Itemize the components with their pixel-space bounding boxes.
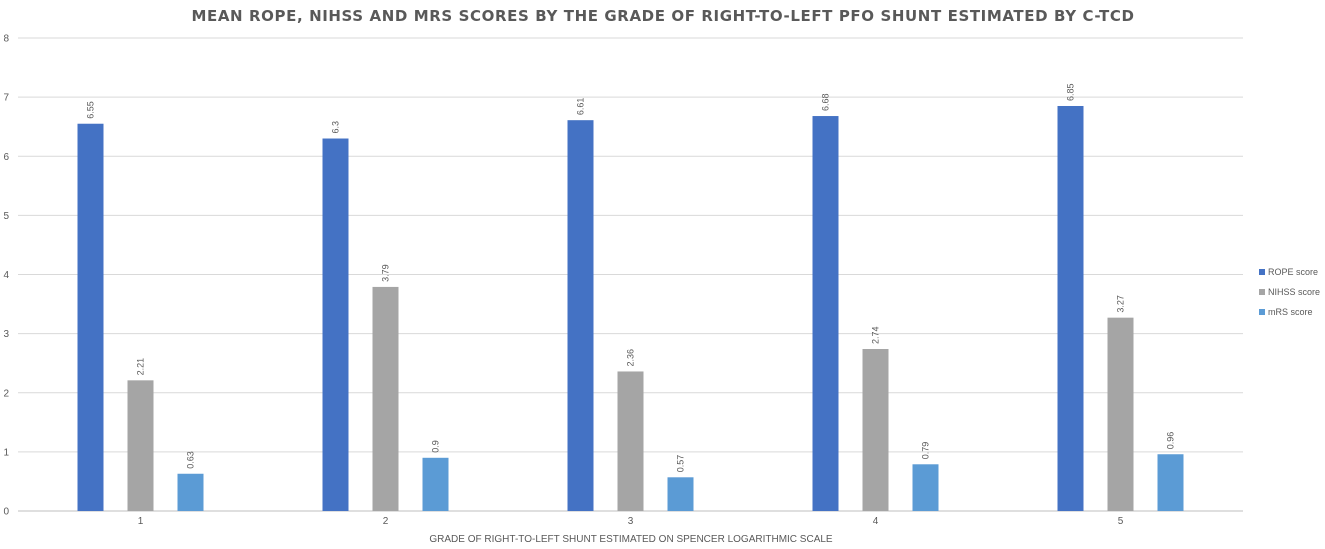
- data-label: 6.68: [821, 94, 831, 112]
- data-label: 6.61: [576, 98, 586, 116]
- y-tick-label: 8: [3, 34, 9, 45]
- legend-swatch: [1259, 289, 1265, 295]
- bar: [372, 286, 399, 511]
- bar: [912, 464, 939, 511]
- bar: [812, 116, 839, 512]
- x-tick-label: 3: [628, 516, 634, 527]
- y-tick-label: 2: [3, 388, 9, 399]
- bar: [1107, 317, 1134, 511]
- x-tick-label: 4: [873, 516, 879, 527]
- data-label: 2.21: [136, 358, 146, 376]
- data-label: 0.79: [921, 442, 931, 460]
- data-label: 0.9: [431, 440, 441, 453]
- bar: [77, 123, 104, 511]
- y-tick-label: 4: [3, 270, 9, 281]
- data-label: 0.57: [676, 455, 686, 473]
- x-tick-label: 1: [138, 516, 144, 527]
- legend-swatch: [1259, 269, 1265, 275]
- bar: [567, 120, 594, 511]
- legend-label: ROPE score: [1268, 267, 1318, 277]
- legend-label: mRS score: [1268, 307, 1313, 317]
- bar: [127, 380, 154, 511]
- y-axis: 0 1 2 3 4 5 6 7 8: [3, 34, 9, 518]
- x-tick-label: 2: [383, 516, 389, 527]
- x-axis: 1 2 3 4 5: [138, 516, 1124, 527]
- y-tick-label: 6: [3, 152, 9, 163]
- data-label: 6.3: [331, 121, 341, 134]
- y-tick-label: 5: [3, 211, 9, 222]
- data-label: 6.55: [86, 101, 96, 119]
- y-tick-label: 7: [3, 93, 9, 104]
- bar: [177, 473, 204, 511]
- bar: [422, 457, 449, 511]
- x-tick-label: 5: [1118, 516, 1124, 527]
- data-label: 3.79: [381, 264, 391, 282]
- bar: [617, 371, 644, 511]
- legend-label: NIHSS score: [1268, 287, 1320, 297]
- data-label: 3.27: [1116, 295, 1126, 313]
- bar: [322, 138, 349, 511]
- bar: [667, 477, 694, 511]
- y-tick-label: 1: [3, 447, 9, 458]
- x-axis-label: GRADE OF RIGHT-TO-LEFT SHUNT ESTIMATED O…: [429, 534, 833, 545]
- bars: [77, 105, 1184, 512]
- gridlines: [18, 37, 1243, 512]
- legend-swatch: [1259, 309, 1265, 315]
- data-labels: 6.55 2.21 0.63 6.3 3.79 0.9 6.61 2.36 0.57 6.68 2.…: [86, 83, 1176, 472]
- bar: [1157, 454, 1184, 511]
- data-label: 0.96: [1166, 432, 1176, 450]
- y-tick-label: 3: [3, 329, 9, 340]
- data-label: 2.36: [626, 349, 636, 367]
- y-tick-label: 0: [3, 507, 9, 518]
- data-label: 6.85: [1066, 83, 1076, 101]
- bar: [1057, 105, 1084, 512]
- data-label: 2.74: [871, 326, 881, 344]
- data-label: 0.63: [186, 451, 196, 469]
- legend: ROPE score NIHSS score mRS score: [1259, 267, 1320, 317]
- chart-title: MEAN ROPE, NIHSS AND MRS SCORES BY THE G…: [191, 7, 1134, 25]
- bar: [862, 348, 889, 511]
